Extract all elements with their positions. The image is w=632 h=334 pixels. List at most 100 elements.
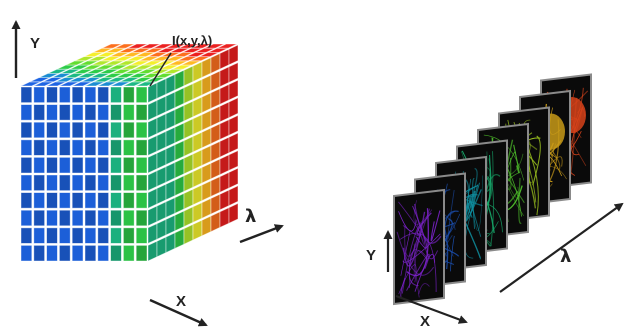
cube-front-cell [135,86,148,103]
cube-right-cell [147,240,158,262]
cube-front-cell [46,192,58,209]
cube-right-cell [174,139,185,162]
cube-right-face [147,44,239,262]
cube-front-cell [33,139,45,156]
cube-front-cell [110,244,122,262]
cube-front-cell [123,174,135,192]
cube-front-cell [46,227,58,244]
cube-right-cell [201,197,212,219]
cube-right-cell [192,219,203,241]
cube-right-cell [174,192,185,214]
cube-front-cell [97,244,109,262]
cube-right-cell [183,223,194,245]
cube-right-cell [156,218,167,240]
stack-x-axis-label: X [420,313,430,330]
slice-texture-stroke [413,203,442,244]
cube-right-cell [192,201,203,224]
cube-front-cell [20,192,33,209]
cube-front-cell [97,174,109,192]
cube-front-cell [46,121,58,139]
cube-front-cell [84,209,97,227]
cube-right-cell [156,183,167,205]
cube-front-cell [135,209,148,227]
cube-right-cell [156,148,167,170]
cube-top-cell [114,43,135,49]
cube-right-cell [147,187,158,209]
cube-front-cell [97,192,109,209]
cube-front-cell [33,156,45,174]
cube-right-cell [210,123,221,145]
cube-right-cell [201,109,212,131]
cube-front-cell [33,121,45,139]
cube-right-cell [165,108,176,131]
cube-front-cell [84,121,97,139]
cube-right-cell [165,196,176,219]
cube-right-cell [156,236,167,258]
cube-right-cell [156,201,167,223]
cube-front-cell [59,86,71,103]
spectral-slice [393,188,445,306]
cube-right-cell [192,149,203,171]
cube-front-cell [71,209,84,227]
cube-top-cell [153,43,174,49]
cube-front-cell [84,86,97,103]
cube-front-cell [33,192,45,209]
cube-right-cell [210,87,221,110]
cube-front-cell [135,227,148,244]
cube-right-cell [147,170,158,192]
cube-front-cell [97,209,109,227]
cube-right-cell [219,48,230,70]
cube-right-cell [201,127,212,149]
cube-right-cell [174,157,185,179]
cube-right-cell [210,140,221,162]
cube-front-cell [46,86,58,103]
cube-right-cell [174,210,185,232]
cube-right-cell [192,131,203,153]
cube-right-cell [228,97,239,119]
cube-right-cell [210,105,221,127]
cube-top-cell [140,43,161,49]
cube-front-cell [59,244,71,262]
cube-right-cell [210,158,221,180]
cube-right-cell [156,77,167,100]
cube-front-cell [20,104,33,121]
cube-right-cell [210,211,221,233]
cube-front-cell [123,156,135,174]
cube-right-cell [174,69,185,91]
cube-front-cell [84,139,97,156]
cube-front-cell [59,104,71,121]
cube-front-cell [84,156,97,174]
spectral-slice-frame [393,188,445,306]
cube-right-cell [165,126,176,148]
cube-front-cell [97,121,109,139]
cube-front-cell [97,139,109,156]
cube-front-cell [110,86,122,103]
cube-front-cell [46,104,58,121]
cube-right-cell [228,44,239,66]
cube-right-cell [210,193,221,215]
stack-y-axis-label: Y [366,247,376,264]
cube-front-cell [97,156,109,174]
cube-front-cell [135,156,148,174]
cube-right-cell [183,153,194,175]
pixel-pointer-line [149,52,172,87]
cube-right-cell [147,117,158,139]
cube-right-cell [192,113,203,136]
cube-front-cell [33,174,45,192]
cube-front-cell [110,192,122,209]
cube-right-cell [165,179,176,201]
cube-front-cell [135,192,148,209]
cube-top-cell [204,43,225,49]
cube-right-cell [228,167,239,189]
cube-front-cell [59,139,71,156]
cube-front-cell [97,104,109,121]
cube-front-cell [110,209,122,227]
slice-texture-stroke [430,210,441,242]
cube-right-cell [228,202,239,224]
cube-front-cell [135,121,148,139]
cube-front-cell [20,121,33,139]
cube-right-cell [228,149,239,172]
cube-front-cell [135,174,148,192]
cube-front-cell [71,227,84,244]
